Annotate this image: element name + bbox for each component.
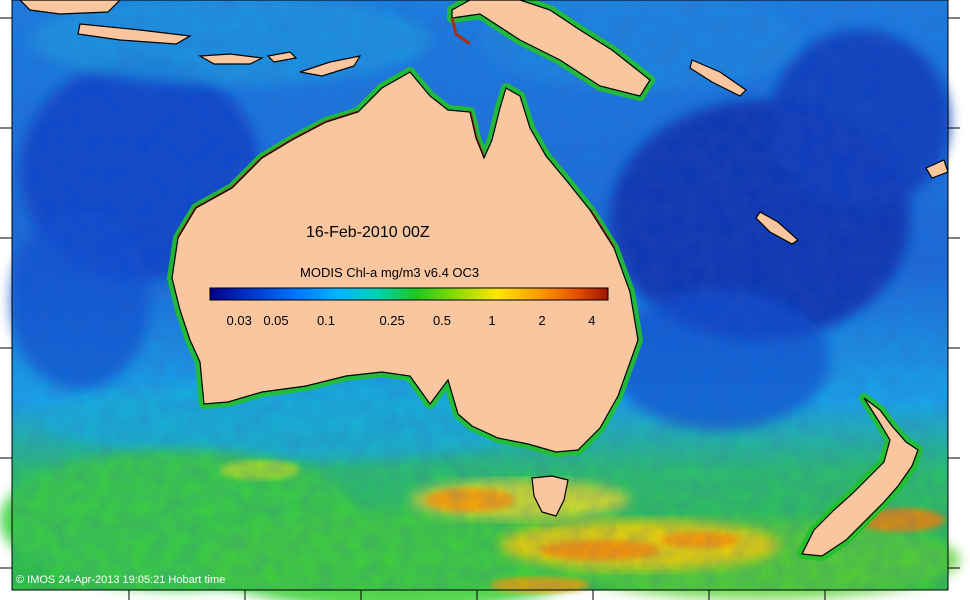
solomon-islands-landmass	[689, 59, 747, 97]
colorbar-tick-label: 0.25	[379, 313, 404, 328]
colorbar-tick-label: 0.1	[317, 313, 335, 328]
timor-landmass	[299, 55, 362, 77]
new-zealand-landmass	[801, 397, 919, 557]
date-label: 16-Feb-2010 00Z	[306, 224, 430, 241]
kalimantan-landmass	[19, 0, 121, 15]
colorbar-tick-label: 0.03	[227, 313, 252, 328]
colorbar: MODIS Chl-a mg/m3 v6.4 OC3 0.03 0.05 0.1 0.…	[209, 265, 609, 328]
new-caledonia-landmass	[755, 211, 799, 245]
colorbar-tick-label: 0.05	[263, 313, 288, 328]
sumbawa-landmass	[197, 53, 265, 65]
colorbar-tick-label: 1	[488, 313, 495, 328]
colorbar-title: MODIS Chl-a mg/m3 v6.4 OC3	[300, 265, 479, 280]
credit-text: © IMOS 24-Apr-2013 19:05:21 Hobart time	[16, 574, 225, 586]
colorbar-tick-label: 0.5	[433, 313, 451, 328]
colorbar-ticks: 0.03 0.05 0.1 0.25 0.5 1 2 4	[227, 313, 596, 328]
land-masses	[19, 0, 949, 561]
tasmania-landmass	[531, 475, 569, 517]
colorbar-gradient	[209, 287, 609, 301]
colorbar-tick-label: 2	[538, 313, 545, 328]
new-guinea-landmass	[451, 0, 651, 97]
australia-landmass	[171, 71, 639, 453]
flores-landmass	[266, 51, 298, 63]
sulawesi-landmass	[77, 23, 192, 45]
colorbar-tick-label: 4	[588, 313, 595, 328]
